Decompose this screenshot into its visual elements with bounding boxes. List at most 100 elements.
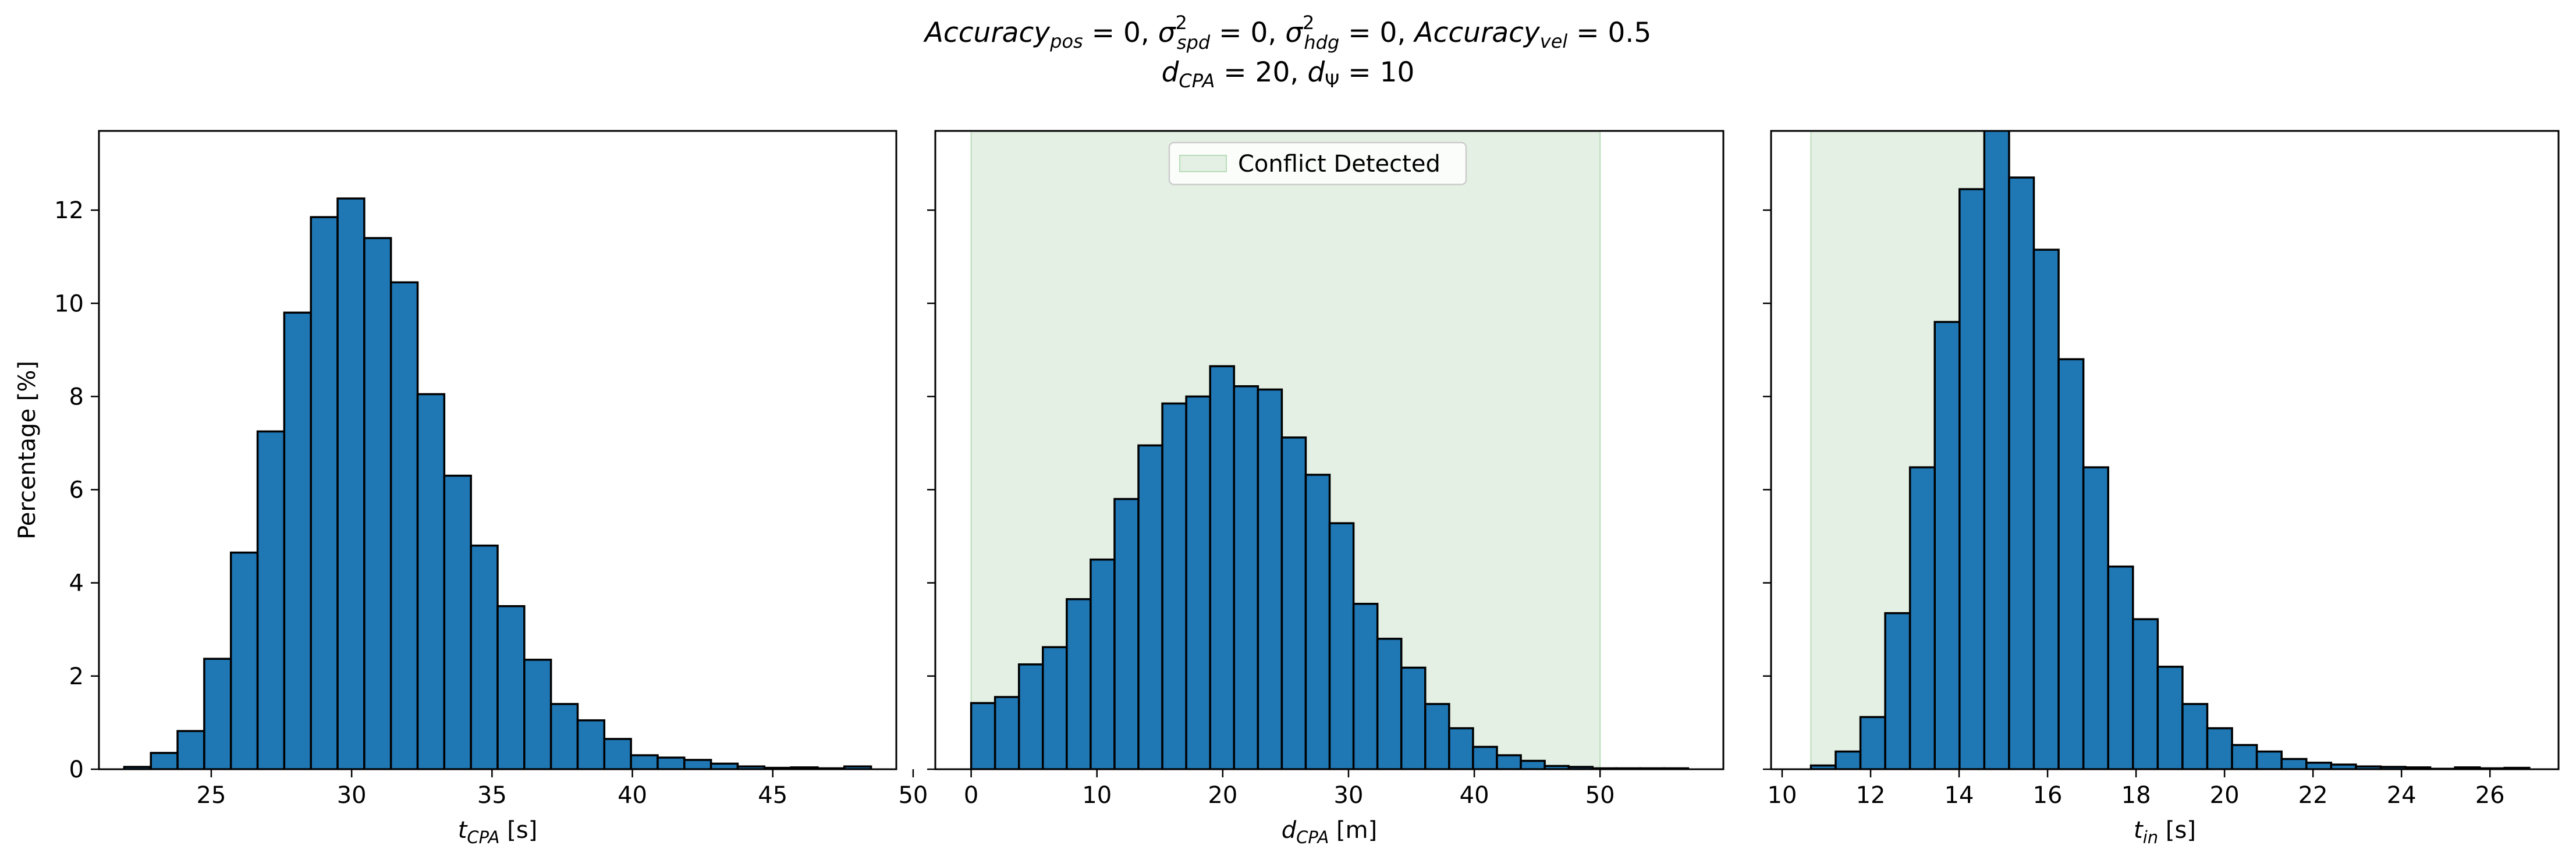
histogram-bar — [2132, 618, 2159, 769]
histogram-bar — [2107, 565, 2134, 769]
x-axis-label: dCPA [m] — [1282, 817, 1377, 847]
histogram-bar — [2008, 176, 2035, 769]
x-axis-label: tin [s] — [2134, 817, 2196, 847]
axes-frame — [934, 130, 1725, 770]
histogram-bar — [2181, 703, 2209, 769]
histogram-bar — [1257, 388, 1283, 769]
histogram-bar — [1042, 646, 1068, 769]
histogram-bar — [1304, 474, 1331, 769]
axes-frame — [98, 130, 897, 770]
histogram-bar — [1983, 131, 2010, 769]
legend-swatch — [1179, 155, 1227, 172]
histogram-bar — [283, 311, 312, 769]
x-tick-label: 16 — [2033, 782, 2063, 809]
histogram-bar — [1376, 638, 1403, 769]
x-tick-label: 30 — [337, 782, 367, 809]
axes-frame — [1770, 130, 2560, 770]
y-axis-label: Percentage [%] — [14, 361, 41, 539]
histogram-bar — [2057, 358, 2085, 769]
figure-title-line2: dCPA = 20, dΨ = 10 — [1162, 56, 1415, 92]
subplot-3: 10 12 14 16 18 20 22 24 26 tin [s] — [1763, 130, 2560, 847]
histogram-bar — [1835, 750, 1862, 769]
histogram-bar — [1496, 754, 1522, 769]
histogram-bar — [1280, 436, 1307, 769]
x-tick-label: 50 — [898, 782, 928, 809]
figure-title-line1: Accuracypos = 0, σ2 spd = 0, σ2 hdg = 0, A… — [923, 12, 1652, 54]
histogram-bar — [496, 605, 526, 769]
x-tick-label: 20 — [1208, 782, 1237, 809]
histogram-bar — [1520, 759, 1546, 769]
histogram-bar — [1400, 666, 1427, 769]
histogram-bar — [1859, 716, 1886, 769]
legend: Conflict Detected — [1168, 141, 1467, 186]
histogram-bar — [2280, 758, 2308, 769]
legend-box — [1168, 141, 1467, 186]
x-tick-label: 30 — [1334, 782, 1364, 809]
histogram-bar — [470, 544, 499, 769]
histogram-bar — [683, 759, 712, 769]
histogram-bar — [229, 551, 259, 769]
histogram-bar — [310, 216, 339, 769]
histogram-bar — [1448, 727, 1474, 769]
histogram-bar — [336, 197, 366, 769]
plot-area — [123, 197, 872, 769]
histogram-bar — [1066, 598, 1092, 769]
histogram-bar — [1185, 395, 1211, 769]
histogram-bar — [630, 754, 659, 769]
histogram-bar — [994, 696, 1020, 769]
histogram-bar — [970, 702, 996, 769]
y-tick-label: 2 — [69, 663, 84, 690]
y-tick-label: 0 — [69, 756, 84, 783]
y-tick-label: 12 — [54, 197, 84, 224]
x-tick-label: 40 — [1460, 782, 1489, 809]
histogram-bar — [443, 474, 472, 769]
histogram-bar — [2156, 666, 2184, 769]
histogram-bar — [523, 659, 552, 769]
y-tick-label: 8 — [69, 383, 84, 410]
x-tick-label: 50 — [1585, 782, 1615, 809]
x-tick-label: 45 — [758, 782, 787, 809]
histogram-bar — [256, 430, 286, 769]
x-tick-label: 35 — [477, 782, 507, 809]
histogram-bar — [2082, 466, 2109, 769]
histogram-bar — [1884, 612, 1911, 769]
histogram-bar — [2255, 750, 2283, 769]
subplot-1: 25 30 35 40 45 50 0 2 4 6 8 10 12 tCPA [s] Percentage … — [14, 130, 928, 847]
histogram-bar — [1090, 558, 1116, 769]
y-tick-label: 4 — [69, 570, 84, 597]
histogram-bar — [363, 237, 392, 769]
histogram-bar — [1209, 365, 1236, 769]
histogram-bar — [2032, 248, 2060, 769]
x-tick-label: 14 — [1945, 782, 1974, 809]
histogram-bar — [2305, 762, 2333, 769]
histogram-bar — [1352, 602, 1379, 769]
histogram-bar — [576, 719, 606, 769]
histogram-bar — [1958, 188, 1986, 769]
histogram-bar — [1161, 402, 1187, 769]
histogram-bar — [416, 393, 446, 769]
x-tick-label: 10 — [1082, 782, 1112, 809]
histogram-bar — [1328, 522, 1355, 769]
x-tick-label: 26 — [2475, 782, 2505, 809]
histogram-bar — [1113, 497, 1140, 769]
histogram-bar — [2206, 727, 2233, 769]
x-tick-label: 12 — [1856, 782, 1886, 809]
histogram-bar — [176, 730, 205, 769]
x-tick-label: 40 — [618, 782, 647, 809]
legend-label: Conflict Detected — [1238, 151, 1440, 177]
x-tick-label: 25 — [197, 782, 226, 809]
x-axis-label: tCPA [s] — [458, 817, 538, 847]
histogram-bar — [1933, 321, 1961, 769]
y-tick-label: 10 — [54, 290, 84, 317]
histogram-bar — [1908, 466, 1936, 769]
histogram-bar — [1137, 444, 1163, 769]
histogram-bar — [2231, 744, 2258, 769]
x-tick-label: 0 — [964, 782, 978, 809]
histogram-bar — [150, 752, 179, 769]
x-tick-label: 24 — [2387, 782, 2417, 809]
x-tick-label: 18 — [2121, 782, 2151, 809]
histogram-bar — [1424, 703, 1450, 769]
histogram-bar — [389, 281, 419, 769]
y-tick-label: 6 — [69, 477, 84, 504]
